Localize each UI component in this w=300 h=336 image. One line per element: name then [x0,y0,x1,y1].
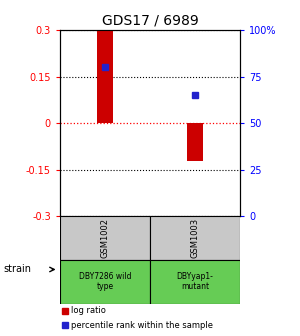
Text: strain: strain [3,264,31,275]
Bar [60,216,150,260]
Bar [187,123,203,161]
Title: GDS17 / 6989: GDS17 / 6989 [102,14,198,28]
Text: GSM1003: GSM1003 [190,218,200,258]
Text: percentile rank within the sample: percentile rank within the sample [71,321,213,330]
Text: GSM1002: GSM1002 [100,218,109,258]
Bar [150,216,240,260]
Text: DBYyap1-
mutant: DBYyap1- mutant [177,272,213,291]
Text: DBY7286 wild
type: DBY7286 wild type [79,272,131,291]
Bar [150,260,240,303]
Text: log ratio: log ratio [71,306,106,315]
Bar [97,30,113,123]
Bar [60,260,150,303]
